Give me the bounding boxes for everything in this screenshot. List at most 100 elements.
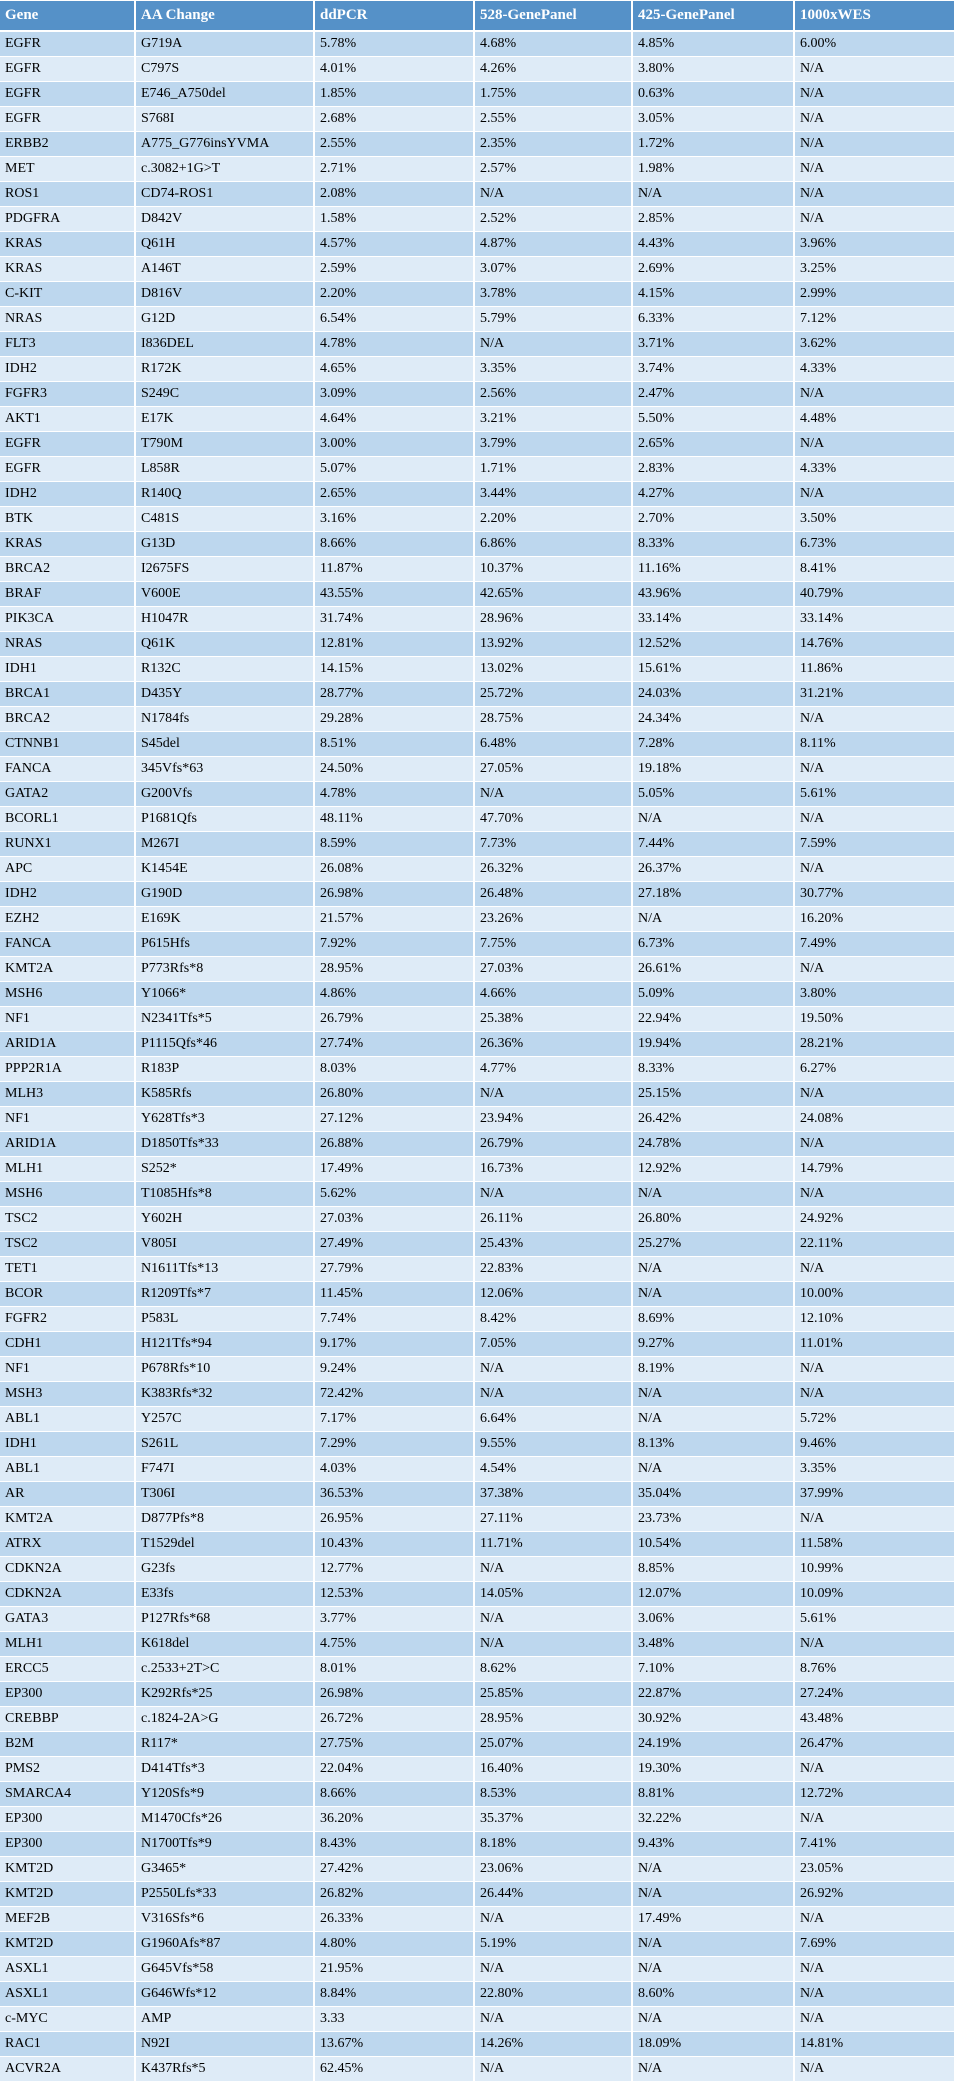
- cell-ddpcr: 26.72%: [314, 1706, 475, 1732]
- cell-1000xwes: 11.01%: [794, 1331, 954, 1357]
- cell-aa-change: R132C: [135, 656, 315, 682]
- cell-gene: TET1: [0, 1256, 136, 1282]
- table-row: EP300 N1700Tfs*9 8.43% 8.18% 9.43% 7.41%: [0, 1831, 954, 1857]
- cell-528-genepanel: 3.35%: [474, 356, 633, 382]
- cell-ddpcr: 26.98%: [314, 1681, 475, 1707]
- cell-528-genepanel: 25.07%: [474, 1731, 633, 1757]
- cell-ddpcr: 3.09%: [314, 381, 475, 407]
- cell-425-genepanel: N/A: [632, 181, 795, 207]
- cell-425-genepanel: 8.33%: [632, 1056, 795, 1082]
- cell-425-genepanel: 24.34%: [632, 706, 795, 732]
- column-header-ddpcr: ddPCR: [314, 0, 475, 32]
- cell-aa-change: CD74-ROS1: [135, 181, 315, 207]
- table-row: IDH2 R140Q 2.65% 3.44% 4.27% N/A: [0, 481, 954, 507]
- cell-528-genepanel: 6.48%: [474, 731, 633, 757]
- cell-aa-change: C481S: [135, 506, 315, 532]
- cell-425-genepanel: 3.80%: [632, 56, 795, 82]
- table-row: CDH1 H121Tfs*94 9.17% 7.05% 9.27% 11.01%: [0, 1331, 954, 1357]
- cell-425-genepanel: 3.71%: [632, 331, 795, 357]
- cell-ddpcr: 72.42%: [314, 1381, 475, 1407]
- cell-425-genepanel: N/A: [632, 1406, 795, 1432]
- cell-gene: ASXL1: [0, 1981, 136, 2007]
- cell-ddpcr: 4.64%: [314, 406, 475, 432]
- cell-gene: MSH6: [0, 981, 136, 1007]
- cell-425-genepanel: 8.60%: [632, 1981, 795, 2007]
- cell-ddpcr: 11.45%: [314, 1281, 475, 1307]
- cell-528-genepanel: 22.83%: [474, 1256, 633, 1282]
- cell-aa-change: 345Vfs*63: [135, 756, 315, 782]
- cell-528-genepanel: 2.56%: [474, 381, 633, 407]
- table-row: NRAS Q61K 12.81% 13.92% 12.52% 14.76%: [0, 631, 954, 657]
- cell-528-genepanel: N/A: [474, 181, 633, 207]
- cell-ddpcr: 26.79%: [314, 1006, 475, 1032]
- cell-425-genepanel: 43.96%: [632, 581, 795, 607]
- cell-ddpcr: 27.42%: [314, 1856, 475, 1882]
- cell-aa-change: P1115Qfs*46: [135, 1031, 315, 1057]
- cell-aa-change: V600E: [135, 581, 315, 607]
- table-row: NRAS G12D 6.54% 5.79% 6.33% 7.12%: [0, 306, 954, 332]
- table-row: MSH6 T1085Hfs*8 5.62% N/A N/A N/A: [0, 1181, 954, 1207]
- cell-gene: KRAS: [0, 531, 136, 557]
- cell-ddpcr: 3.77%: [314, 1606, 475, 1632]
- cell-528-genepanel: 5.79%: [474, 306, 633, 332]
- cell-1000xwes: 28.21%: [794, 1031, 954, 1057]
- cell-gene: TSC2: [0, 1231, 136, 1257]
- cell-aa-change: c.2533+2T>C: [135, 1656, 315, 1682]
- cell-1000xwes: 3.50%: [794, 506, 954, 532]
- cell-528-genepanel: 35.37%: [474, 1806, 633, 1832]
- cell-528-genepanel: N/A: [474, 781, 633, 807]
- table-row: EGFR E746_A750del 1.85% 1.75% 0.63% N/A: [0, 81, 954, 107]
- table-row: PPP2R1A R183P 8.03% 4.77% 8.33% 6.27%: [0, 1056, 954, 1082]
- cell-1000xwes: 5.61%: [794, 781, 954, 807]
- cell-1000xwes: 6.73%: [794, 531, 954, 557]
- cell-528-genepanel: 16.73%: [474, 1156, 633, 1182]
- cell-aa-change: D414Tfs*3: [135, 1756, 315, 1782]
- cell-425-genepanel: 4.43%: [632, 231, 795, 257]
- cell-gene: NF1: [0, 1356, 136, 1382]
- cell-gene: c-MYC: [0, 2006, 136, 2032]
- cell-ddpcr: 8.01%: [314, 1656, 475, 1682]
- table-row: KMT2D G3465* 27.42% 23.06% N/A 23.05%: [0, 1856, 954, 1882]
- cell-528-genepanel: 27.11%: [474, 1506, 633, 1532]
- table-row: CDKN2A E33fs 12.53% 14.05% 12.07% 10.09%: [0, 1581, 954, 1607]
- cell-1000xwes: 4.48%: [794, 406, 954, 432]
- cell-1000xwes: 3.25%: [794, 256, 954, 282]
- table-row: KRAS A146T 2.59% 3.07% 2.69% 3.25%: [0, 256, 954, 282]
- table-body: EGFR G719A 5.78% 4.68% 4.85% 6.00% EGFR C797S 4.…: [0, 31, 954, 2082]
- table-row: FANCA P615Hfs 7.92% 7.75% 6.73% 7.49%: [0, 931, 954, 957]
- cell-gene: KMT2A: [0, 1506, 136, 1532]
- cell-aa-change: H121Tfs*94: [135, 1331, 315, 1357]
- cell-425-genepanel: 8.85%: [632, 1556, 795, 1582]
- table-row: MET c.3082+1G>T 2.71% 2.57% 1.98% N/A: [0, 156, 954, 182]
- cell-gene: PMS2: [0, 1756, 136, 1782]
- cell-1000xwes: 26.47%: [794, 1731, 954, 1757]
- cell-ddpcr: 26.95%: [314, 1506, 475, 1532]
- cell-1000xwes: N/A: [794, 156, 954, 182]
- cell-425-genepanel: 8.33%: [632, 531, 795, 557]
- cell-528-genepanel: 11.71%: [474, 1531, 633, 1557]
- cell-425-genepanel: 7.10%: [632, 1656, 795, 1682]
- cell-425-genepanel: 7.28%: [632, 731, 795, 757]
- cell-aa-change: D877Pfs*8: [135, 1506, 315, 1532]
- table-row: PMS2 D414Tfs*3 22.04% 16.40% 19.30% N/A: [0, 1756, 954, 1782]
- cell-gene: ACVR2A: [0, 2056, 136, 2082]
- cell-1000xwes: N/A: [794, 481, 954, 507]
- cell-528-genepanel: N/A: [474, 1556, 633, 1582]
- cell-ddpcr: 8.51%: [314, 731, 475, 757]
- cell-1000xwes: N/A: [794, 1131, 954, 1157]
- cell-528-genepanel: 4.26%: [474, 56, 633, 82]
- cell-ddpcr: 26.80%: [314, 1081, 475, 1107]
- table-row: SMARCA4 Y120Sfs*9 8.66% 8.53% 8.81% 12.72%: [0, 1781, 954, 1807]
- cell-425-genepanel: 26.42%: [632, 1106, 795, 1132]
- cell-gene: BRCA2: [0, 706, 136, 732]
- cell-1000xwes: N/A: [794, 1356, 954, 1382]
- table-row: IDH1 S261L 7.29% 9.55% 8.13% 9.46%: [0, 1431, 954, 1457]
- cell-aa-change: Y120Sfs*9: [135, 1781, 315, 1807]
- cell-gene: CDKN2A: [0, 1581, 136, 1607]
- cell-ddpcr: 7.74%: [314, 1306, 475, 1332]
- cell-425-genepanel: 3.74%: [632, 356, 795, 382]
- cell-aa-change: R172K: [135, 356, 315, 382]
- cell-aa-change: T790M: [135, 431, 315, 457]
- table-row: KMT2A P773Rfs*8 28.95% 27.03% 26.61% N/A: [0, 956, 954, 982]
